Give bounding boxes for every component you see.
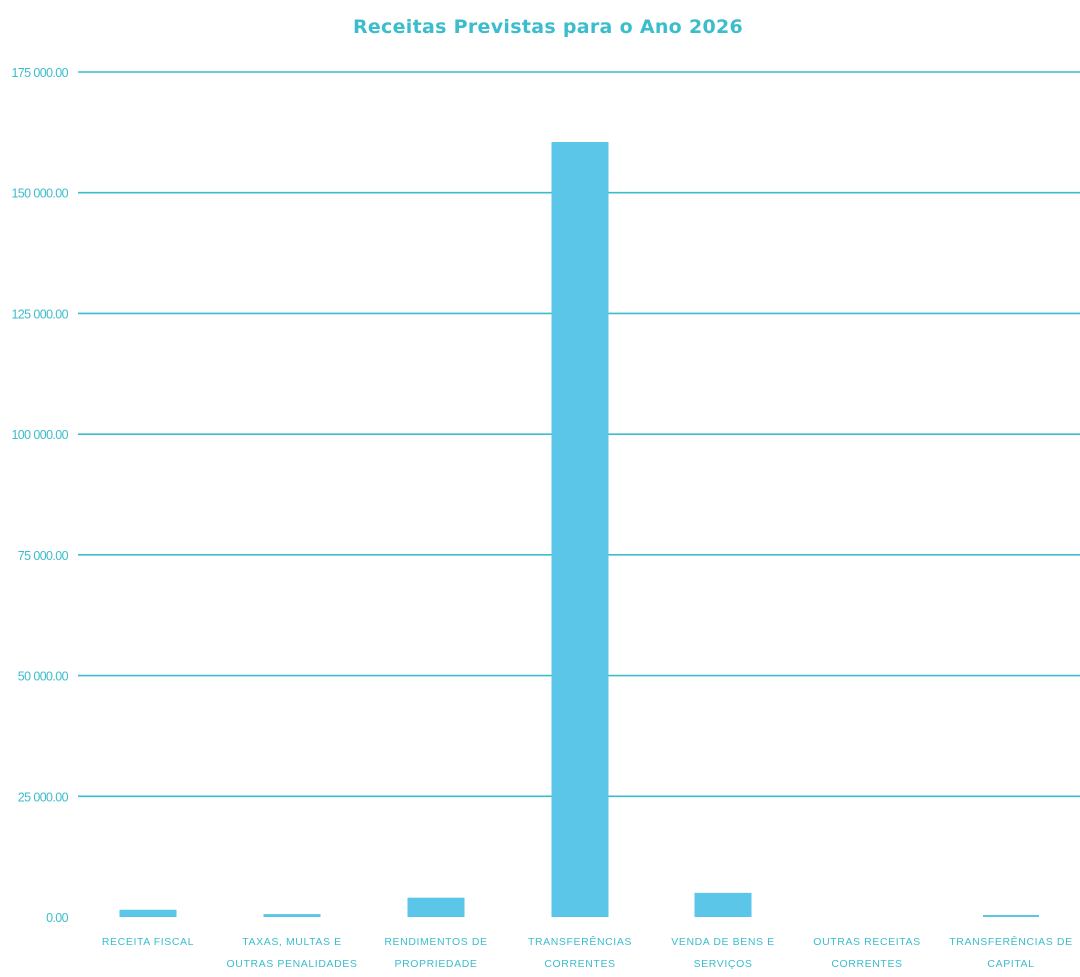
x-tick-label: TAXAS, MULTAS E OUTRAS PENALIDADES — [227, 936, 358, 970]
y-tick-label: 75 000.00 — [18, 549, 69, 563]
chart-title: Receitas Previstas para o Ano 2026 — [353, 16, 743, 38]
x-tick-label: VENDA DE BENS E SERVIÇOS — [671, 936, 775, 970]
y-tick-label: 150 000.00 — [11, 187, 68, 201]
y-tick-label: 125 000.00 — [11, 307, 68, 321]
y-axis-ticks: 0.00 25 000.00 50 000.00 75 000.00 100 000.0… — [11, 66, 69, 925]
x-tick-label: OUTRAS RECEITAS CORRENTES — [813, 936, 920, 970]
bar — [694, 892, 752, 917]
bar — [407, 897, 465, 917]
x-tick-label: RECEITA FISCAL — [102, 936, 194, 948]
bars — [119, 142, 1039, 917]
bar — [119, 909, 177, 917]
y-tick-label: 100 000.00 — [11, 428, 68, 442]
y-tick-label: 50 000.00 — [18, 670, 69, 684]
y-tick-label: 0.00 — [46, 911, 69, 925]
x-tick-label: TRANSFERÊNCIAS DE CAPITAL — [949, 935, 1072, 970]
bar — [983, 915, 1039, 917]
y-tick-label: 175 000.00 — [11, 66, 68, 80]
bar — [263, 914, 321, 917]
x-tick-label: TRANSFERÊNCIAS CORRENTES — [528, 935, 632, 970]
x-axis-ticks: RECEITA FISCAL TAXAS, MULTAS E OUTRAS PENA… — [102, 935, 1072, 970]
bar — [551, 142, 609, 917]
x-tick-label: RENDIMENTOS DE PROPRIEDADE — [384, 936, 487, 970]
y-tick-label: 25 000.00 — [18, 790, 69, 804]
